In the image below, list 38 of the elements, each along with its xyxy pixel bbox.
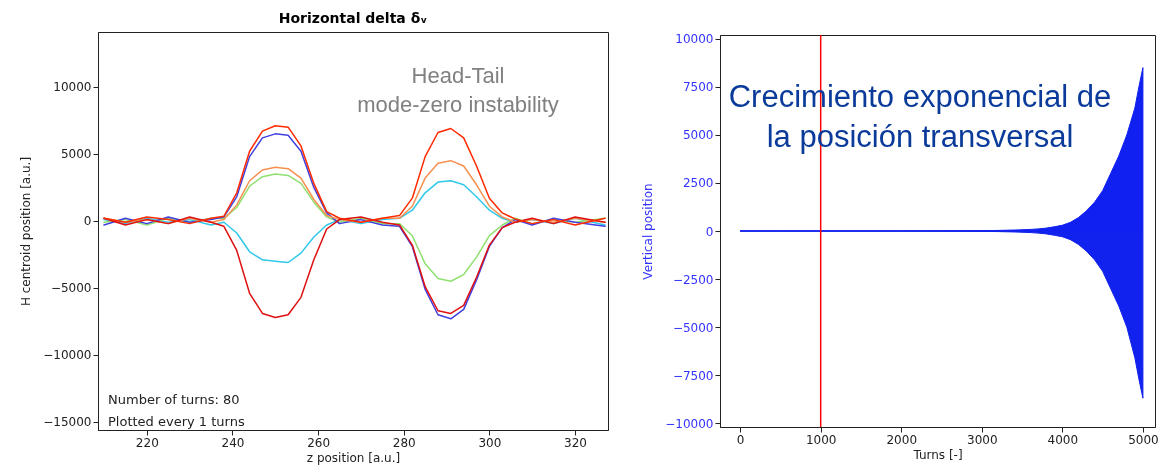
y-axis-title: H centroid position [a.u.] bbox=[19, 156, 34, 307]
y-tick-label: −2500 bbox=[672, 272, 714, 287]
y-tick-label: −10000 bbox=[43, 348, 92, 363]
y-tick-label: 10000 bbox=[675, 32, 714, 47]
y-tick-label: 2500 bbox=[682, 176, 714, 191]
x-tick-label: 3000 bbox=[967, 432, 998, 447]
y-tick-label: 7500 bbox=[682, 80, 714, 95]
x-tick-label: 1000 bbox=[805, 432, 837, 447]
y-tick-label: −15000 bbox=[43, 415, 92, 430]
x-axis-title: Turns [-] bbox=[912, 447, 963, 462]
x-axis-title: z position [a.u.] bbox=[306, 450, 401, 465]
line-series bbox=[103, 133, 606, 320]
y-tick-label: −10000 bbox=[665, 416, 714, 431]
x-tick-label: 5000 bbox=[1128, 432, 1159, 447]
y-tick-label: 0 bbox=[705, 224, 714, 239]
y-tick-label: 0 bbox=[83, 214, 92, 229]
y-tick-label: 5000 bbox=[60, 147, 92, 162]
x-tick-label: 2000 bbox=[886, 432, 918, 447]
y-axis-title: Vertical position bbox=[641, 183, 656, 280]
line-series bbox=[103, 216, 606, 319]
chart-title: Horizontal delta δᵥ bbox=[278, 10, 428, 26]
x-tick-label: 240 bbox=[221, 435, 245, 450]
y-tick-label: 5000 bbox=[682, 128, 714, 143]
x-tick-label: 320 bbox=[564, 435, 587, 450]
x-tick-label: 300 bbox=[478, 435, 502, 450]
annotation: Plotted every 1 turns bbox=[108, 414, 245, 429]
y-tick-label: −5000 bbox=[50, 281, 92, 296]
annotation: Head-Tail mode-zero instability bbox=[357, 63, 559, 117]
y-tick-label: −5000 bbox=[672, 320, 714, 335]
y-tick-label: −7500 bbox=[672, 368, 714, 383]
line-series bbox=[103, 125, 606, 226]
x-tick-label: 4000 bbox=[1047, 432, 1079, 447]
annotation: Number of turns: 80 bbox=[108, 392, 240, 407]
x-tick-label: 220 bbox=[135, 435, 159, 450]
x-tick-label: 280 bbox=[392, 435, 416, 450]
x-tick-label: 260 bbox=[307, 435, 331, 450]
x-tick-label: 0 bbox=[736, 432, 745, 447]
y-tick-label: 10000 bbox=[53, 80, 92, 95]
